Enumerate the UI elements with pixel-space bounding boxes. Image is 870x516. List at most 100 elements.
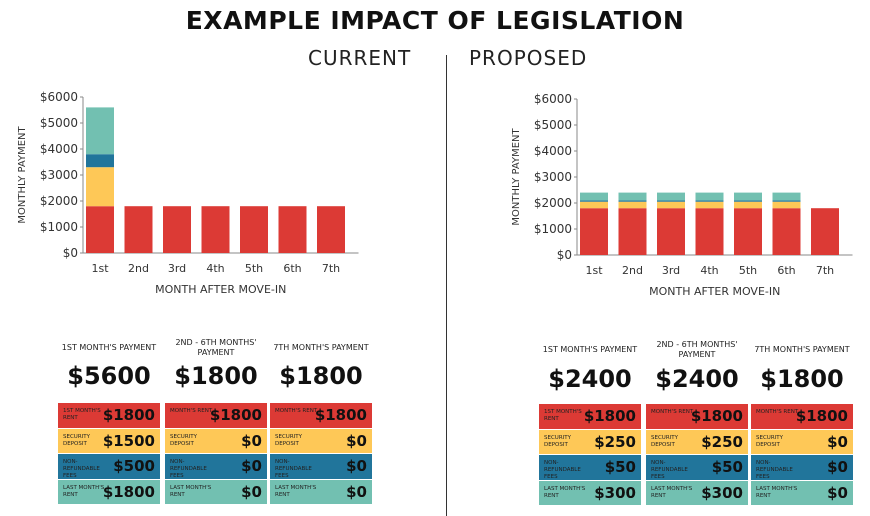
breakdown-row-fees: NON-REFUNDABLE FEES $0 (165, 454, 267, 480)
x-tick-label: 5th (245, 262, 263, 275)
y-tick-label: $3000 (534, 170, 572, 184)
row-label: SECURITY DEPOSIT (544, 434, 571, 448)
breakdown-row-last: LAST MONTH'S RENT $0 (751, 480, 853, 506)
x-tick-label: 1st (585, 264, 603, 277)
y-tick-label: $6000 (534, 92, 572, 106)
y-tick-label: $4000 (40, 142, 78, 156)
row-value: $0 (827, 432, 848, 451)
y-tick-label: $1000 (534, 222, 572, 236)
row-label: 1ST MONTH'S RENT (63, 408, 101, 421)
bar-last (734, 192, 762, 201)
y-tick-label: $5000 (534, 118, 572, 132)
bar-last (772, 192, 801, 201)
y-tick-label: $5000 (40, 116, 78, 130)
current-heading: CURRENT (308, 46, 412, 70)
x-tick-label: 3rd (168, 262, 186, 275)
payment-total: $1800 (174, 362, 258, 390)
x-tick-label: 7th (322, 262, 340, 275)
x-tick-label: 2nd (128, 262, 149, 275)
row-value: $0 (827, 483, 848, 502)
row-value: $0 (346, 431, 367, 450)
payment-breakdown: 1ST MONTH'S RENT $1800 SECURITY DEPOSIT $15… (58, 403, 160, 505)
row-value: $1800 (314, 406, 367, 424)
row-label: SECURITY DEPOSIT (651, 434, 678, 448)
row-label: LAST MONTH'S RENT (275, 484, 317, 498)
row-value: $0 (241, 457, 262, 475)
row-label: NON-REFUNDABLE FEES (544, 460, 581, 480)
row-value: $0 (241, 482, 262, 501)
bar-fees (695, 200, 724, 202)
x-tick-label: 6th (283, 262, 301, 275)
bar-deposit (86, 167, 114, 207)
row-label: LAST MONTH'S RENT (170, 484, 212, 498)
payment-breakdown: MONTH'S RENT $1800 SECURITY DEPOSIT $0 NON-R… (165, 403, 267, 505)
bar-rent (580, 208, 608, 255)
breakdown-row-rent: 1ST MONTH'S RENT $1800 (58, 403, 160, 429)
row-value: $1800 (795, 407, 848, 425)
row-value: $300 (594, 483, 636, 502)
x-tick-label: 1st (91, 262, 109, 275)
payment-total: $2400 (548, 365, 632, 393)
breakdown-row-fees: NON-REFUNDABLE FEES $50 (646, 455, 748, 481)
bar-deposit (734, 201, 762, 209)
row-label: 1ST MONTH'S RENT (544, 409, 582, 422)
row-value: $250 (701, 432, 743, 451)
bar-rent (240, 206, 268, 253)
bar-rent (317, 206, 345, 253)
row-label: LAST MONTH'S RENT (544, 485, 586, 499)
column-caption: 2ND - 6TH MONTHS' PAYMENT (175, 338, 257, 357)
breakdown-row-deposit: SECURITY DEPOSIT $0 (165, 428, 267, 454)
breakdown-row-fees: NON-REFUNDABLE FEES $50 (539, 455, 641, 481)
row-value: $1800 (690, 407, 743, 425)
row-value: $0 (241, 431, 262, 450)
breakdown-row-deposit: SECURITY DEPOSIT $250 (646, 429, 748, 455)
x-tick-label: 3rd (662, 264, 680, 277)
y-tick-label: $4000 (534, 144, 572, 158)
proposed-heading: PROPOSED (469, 46, 588, 70)
row-value: $1800 (209, 406, 262, 424)
y-tick-label: $2000 (534, 196, 572, 210)
row-value: $0 (827, 458, 848, 476)
bar-last (618, 192, 647, 201)
row-label: NON-REFUNDABLE FEES (275, 459, 312, 479)
row-label: LAST MONTH'S RENT (651, 485, 693, 499)
x-tick-label: 4th (700, 264, 718, 277)
row-value: $0 (346, 457, 367, 475)
row-value: $250 (594, 432, 636, 451)
bar-rent (278, 206, 307, 253)
bar-fees (772, 200, 801, 202)
bar-rent (811, 208, 839, 255)
bar-rent (201, 206, 230, 253)
x-tick-label: 2nd (622, 264, 643, 277)
breakdown-row-last: LAST MONTH'S RENT $300 (646, 480, 748, 506)
column-caption: 1ST MONTH'S PAYMENT (542, 345, 638, 354)
row-value: $1800 (102, 482, 155, 501)
x-tick-label: 4th (206, 262, 224, 275)
row-label: SECURITY DEPOSIT (170, 433, 197, 447)
row-value: $300 (701, 483, 743, 502)
bar-rent (695, 208, 724, 255)
payment-total: $5600 (67, 362, 151, 390)
column-caption: 7TH MONTH'S PAYMENT (273, 343, 369, 352)
bar-fees (618, 200, 647, 202)
payment-total: $1800 (760, 365, 844, 393)
bar-rent (618, 208, 647, 255)
column-caption: 2ND - 6TH MONTHS' PAYMENT (656, 340, 738, 359)
bar-rent (163, 206, 191, 253)
row-value: $1800 (102, 406, 155, 424)
bar-last (657, 192, 685, 201)
row-value: $500 (113, 457, 155, 475)
bar-rent (124, 206, 153, 253)
bar-fees (86, 154, 114, 168)
row-label: MONTH'S RENT (170, 408, 213, 414)
bar-fees (657, 200, 685, 202)
bar-rent (86, 206, 114, 253)
y-tick-label: $6000 (40, 90, 78, 104)
x-tick-label: 7th (816, 264, 834, 277)
breakdown-row-rent: MONTH'S RENT $1800 (751, 404, 853, 430)
column-caption: 7TH MONTH'S PAYMENT (754, 345, 850, 354)
bar-fees (734, 200, 762, 202)
payment-total: $1800 (279, 362, 363, 390)
column-caption: 1ST MONTH'S PAYMENT (61, 343, 157, 352)
bar-rent (734, 208, 762, 255)
